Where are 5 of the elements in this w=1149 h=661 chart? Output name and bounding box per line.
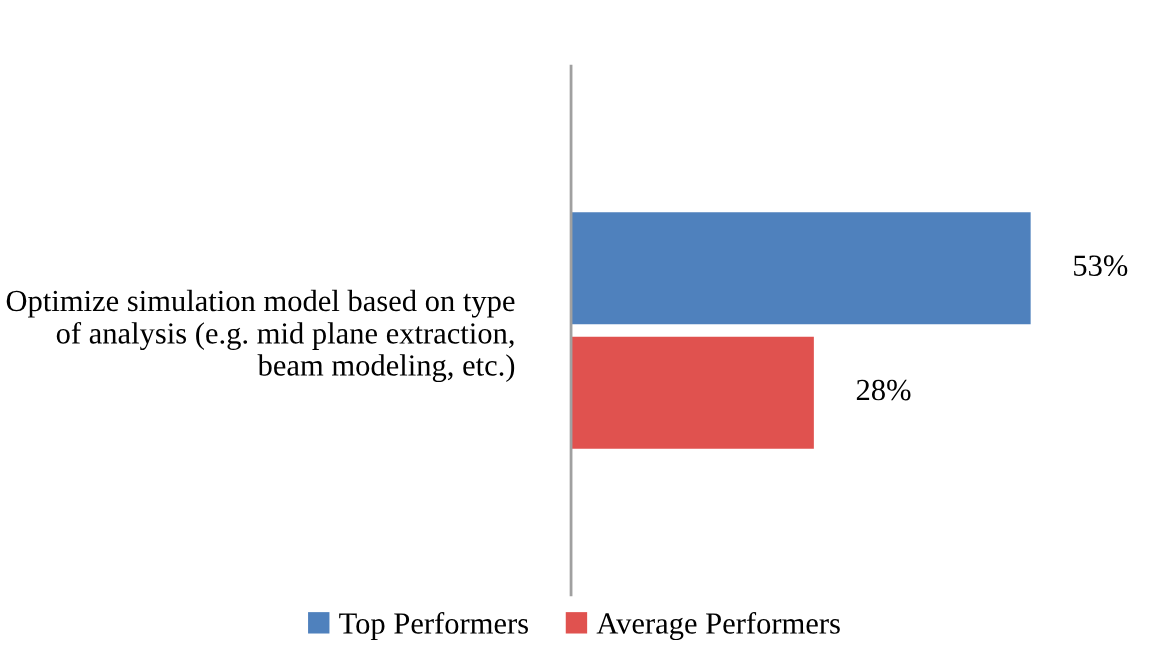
- data-label: 28%: [856, 379, 911, 401]
- legend-label: Top Performers: [339, 612, 528, 641]
- y-tick-label: Optimize simulation model based on type of analysis (e.g. mid plane extraction, beam modeling, etc.): [6, 289, 515, 383]
- data-label: 53%: [1074, 255, 1128, 277]
- legend-label: Average Performers: [596, 612, 840, 641]
